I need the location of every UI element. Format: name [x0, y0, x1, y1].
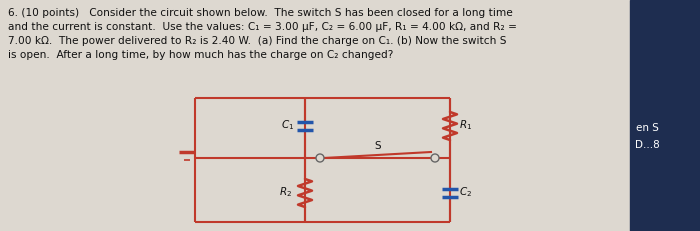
Text: $R_1$: $R_1$: [459, 118, 473, 132]
Text: $R_2$: $R_2$: [279, 185, 292, 199]
Text: and the current is constant.  Use the values: C₁ = 3.00 μF, C₂ = 6.00 μF, R₁ = 4: and the current is constant. Use the val…: [8, 22, 517, 32]
Text: 7.00 kΩ.  The power delivered to R₂ is 2.40 W.  (a) Find the charge on C₁. (b) N: 7.00 kΩ. The power delivered to R₂ is 2.…: [8, 36, 507, 46]
Circle shape: [431, 154, 439, 162]
Text: $C_1$: $C_1$: [281, 118, 294, 132]
Text: is open.  After a long time, by how much has the charge on C₂ changed?: is open. After a long time, by how much …: [8, 50, 393, 60]
Text: en S: en S: [636, 123, 659, 133]
Bar: [630, 0, 700, 231]
Text: $C_2$: $C_2$: [459, 185, 472, 199]
Circle shape: [316, 154, 324, 162]
Text: 6. (10 points)   Consider the circuit shown below.  The switch S has been closed: 6. (10 points) Consider the circuit show…: [8, 8, 512, 18]
Text: D...8: D...8: [635, 140, 659, 150]
Text: S: S: [374, 141, 381, 151]
